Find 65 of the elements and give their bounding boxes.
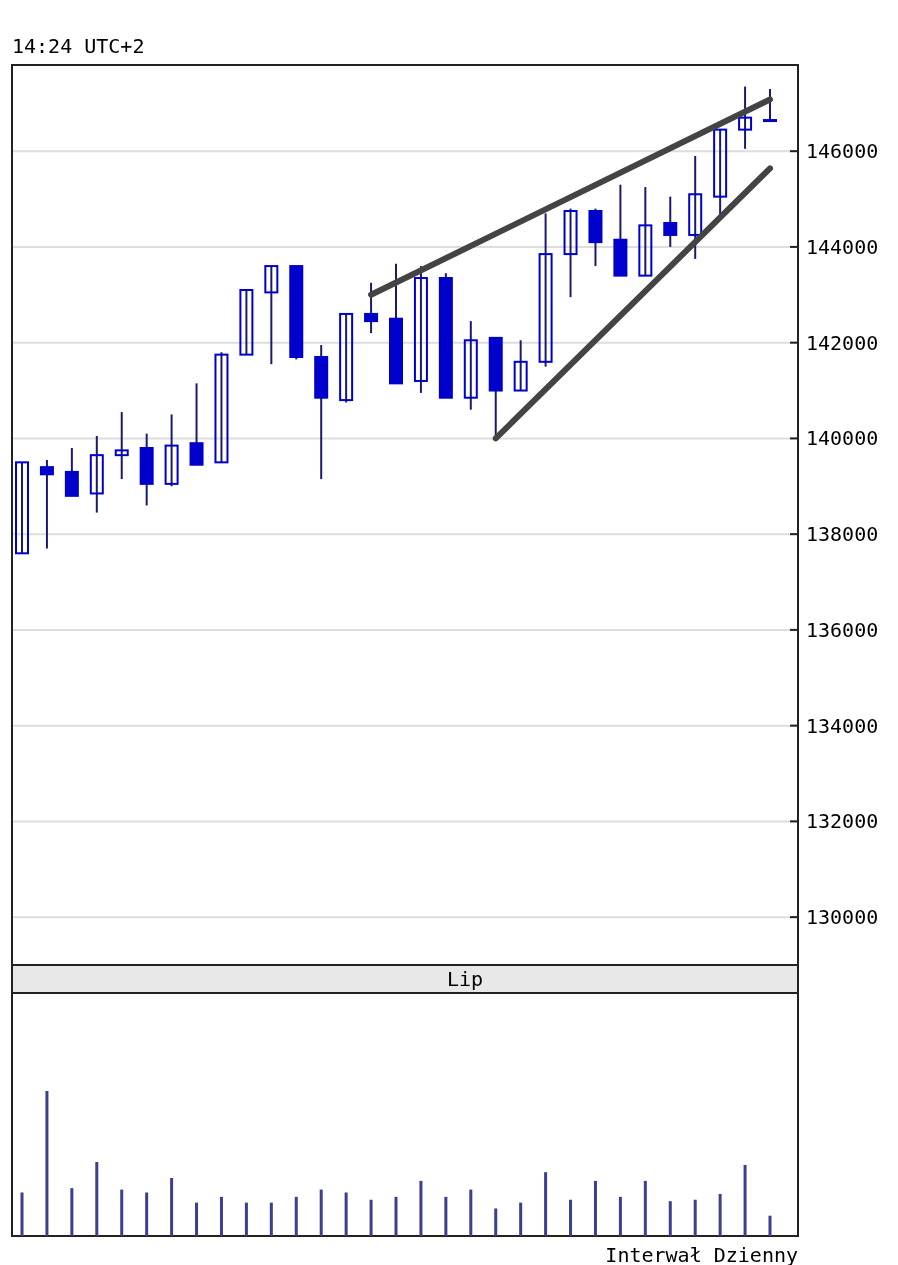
candlestick	[15, 461, 29, 555]
y-tick-label: 130000	[806, 905, 879, 930]
bar	[743, 1164, 747, 1236]
bar	[294, 1196, 298, 1236]
candlestick	[339, 312, 354, 404]
bar	[120, 1189, 124, 1236]
bar	[494, 1208, 498, 1236]
candlestick	[663, 195, 678, 248]
bar	[244, 1202, 248, 1236]
bar	[718, 1193, 722, 1236]
bar	[344, 1192, 348, 1236]
candlestick	[164, 413, 179, 488]
candlestick	[89, 435, 104, 514]
y-tick-label: 134000	[806, 713, 879, 738]
candlestick	[538, 212, 553, 368]
y-tick-label: 142000	[806, 330, 879, 355]
candlestick	[239, 289, 254, 356]
bar	[269, 1202, 273, 1236]
bar	[394, 1196, 398, 1236]
candlestick	[513, 339, 528, 392]
candlestick	[39, 458, 54, 550]
y-tick-label: 132000	[806, 809, 879, 834]
bar	[544, 1172, 548, 1236]
bar	[195, 1202, 199, 1236]
bar	[593, 1180, 597, 1236]
text: Lip	[446, 967, 484, 991]
y-tick-label: 146000	[806, 139, 879, 164]
bar	[369, 1199, 373, 1236]
candlestick	[413, 265, 428, 394]
bar	[444, 1196, 448, 1236]
bar	[419, 1180, 423, 1236]
bar	[45, 1091, 49, 1236]
bar	[145, 1192, 149, 1236]
bar	[618, 1196, 622, 1236]
bar	[95, 1162, 99, 1236]
candlestick	[738, 85, 753, 150]
bar	[519, 1202, 523, 1236]
candlestick	[563, 207, 578, 299]
bar	[219, 1196, 223, 1236]
bar	[170, 1178, 174, 1236]
candlestick	[638, 186, 653, 277]
y-tick-label: 138000	[806, 522, 879, 547]
y-tick-label: 136000	[806, 617, 879, 642]
candlestick	[264, 265, 279, 366]
bar	[469, 1189, 473, 1236]
candlestick	[214, 351, 229, 464]
y-tick-label: 140000	[806, 426, 879, 451]
bar	[668, 1201, 672, 1236]
candlestick	[364, 281, 379, 335]
candlestick	[114, 411, 129, 481]
candlestick	[463, 320, 478, 411]
bar	[319, 1189, 323, 1236]
candlestick	[763, 87, 777, 123]
candlestick	[189, 382, 204, 466]
bar	[569, 1199, 573, 1236]
bar	[693, 1199, 697, 1236]
candlestick	[64, 446, 79, 497]
bar	[643, 1180, 647, 1236]
chart-title: 14:24 UTC+2	[12, 34, 145, 58]
bar	[20, 1192, 24, 1236]
candlestick	[713, 128, 728, 217]
y-tick-label: 144000	[806, 234, 879, 259]
bar	[768, 1215, 772, 1236]
candlestick	[688, 154, 703, 260]
bar	[70, 1188, 74, 1236]
